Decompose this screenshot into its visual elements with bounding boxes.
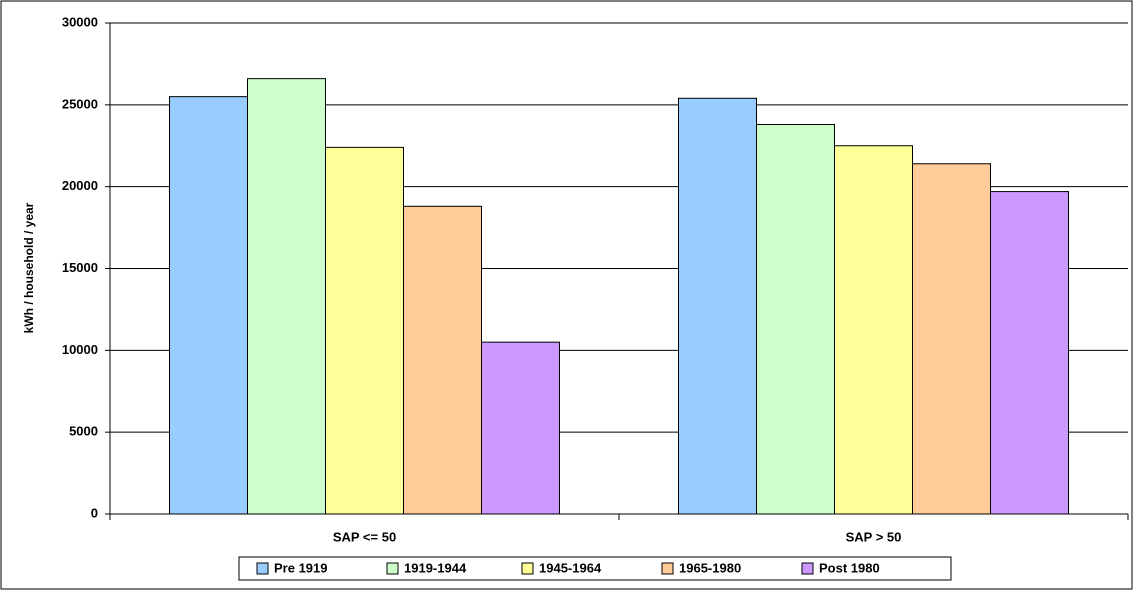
legend-label: 1919-1944	[404, 560, 467, 575]
legend-swatch	[256, 562, 269, 575]
y-tick-label: 15000	[62, 260, 98, 275]
bar	[403, 205, 482, 515]
y-tick-label: 10000	[62, 342, 98, 357]
bar	[756, 123, 835, 515]
bar	[834, 145, 913, 515]
y-tick-label: 30000	[62, 14, 98, 29]
y-tick-label: 5000	[69, 424, 98, 439]
legend-swatch	[661, 562, 674, 575]
y-tick-label: 25000	[62, 96, 98, 111]
bar	[481, 341, 560, 515]
x-tick-label: SAP > 50	[846, 529, 902, 544]
legend-swatch	[386, 562, 399, 575]
legend-label: Post 1980	[819, 560, 880, 575]
x-tick-label: SAP <= 50	[333, 529, 396, 544]
legend-swatch	[801, 562, 814, 575]
bar	[169, 96, 248, 515]
legend-label: 1965-1980	[679, 560, 741, 575]
legend-box	[238, 556, 952, 581]
legend-swatch	[521, 562, 534, 575]
bar	[678, 97, 757, 515]
y-tick-label: 0	[91, 505, 98, 520]
y-axis-label: kWh / household / year	[22, 202, 36, 333]
bar	[325, 146, 404, 515]
bar	[990, 191, 1069, 515]
bar	[247, 78, 326, 515]
bar	[912, 163, 991, 515]
y-tick-label: 20000	[62, 178, 98, 193]
legend-label: 1945-1964	[539, 560, 602, 575]
legend-label: Pre 1919	[274, 560, 328, 575]
